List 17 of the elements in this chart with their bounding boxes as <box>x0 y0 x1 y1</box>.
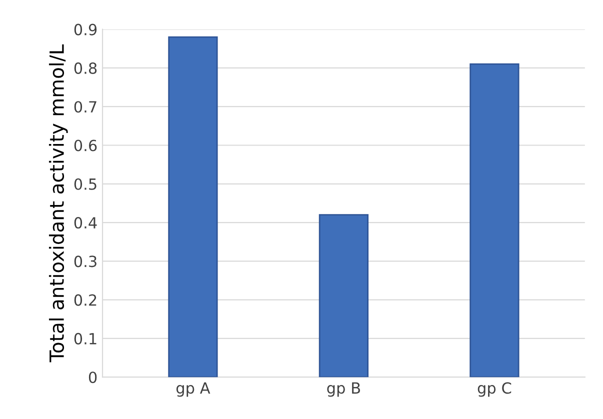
y-axis-title: Total antioxidant activity mmol/L <box>48 44 68 362</box>
y-tick-label: 0.4 <box>74 217 97 229</box>
bar <box>470 63 520 378</box>
y-tick-label: 0.8 <box>74 62 97 74</box>
x-tick-label: gp A <box>176 382 210 397</box>
y-tick-label: 0.1 <box>74 332 96 344</box>
y-tick-label: 0.7 <box>74 101 96 113</box>
bar <box>318 214 369 378</box>
y-tick-label: 0.2 <box>74 294 96 306</box>
y-tick-label: 0.5 <box>74 178 96 190</box>
x-tick-label: gp C <box>478 382 512 397</box>
bar <box>168 36 218 378</box>
x-tick-label: gp B <box>327 382 360 397</box>
y-tick-label: 0.3 <box>74 256 96 268</box>
y-tick-label: 0.9 <box>74 24 97 36</box>
y-tick-label: 0.6 <box>74 140 97 152</box>
y-tick-label: 0 <box>88 372 97 384</box>
